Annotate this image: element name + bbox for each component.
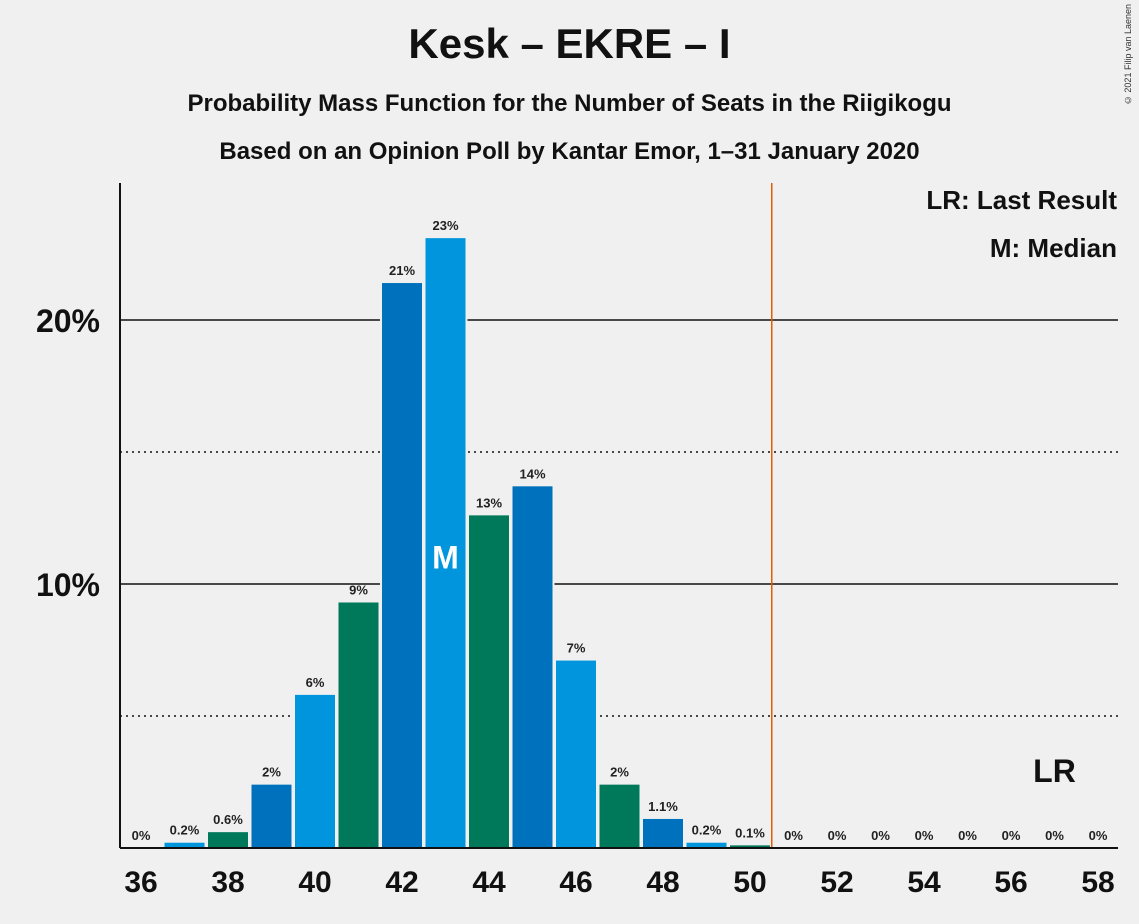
bar-seats-39: [251, 784, 292, 848]
x-tick-label: 36: [124, 866, 157, 899]
x-tick-label: 40: [298, 866, 331, 899]
bar-seats-37: [164, 842, 205, 848]
bar-seats-42: [382, 283, 422, 848]
bar-value-label: 13%: [476, 495, 502, 510]
median-marker: M: [432, 540, 459, 576]
bar-value-label: 7%: [567, 641, 586, 656]
bar-value-label: 2%: [262, 765, 281, 780]
bar-value-label: 0%: [784, 828, 803, 843]
bar-value-label: 1.1%: [648, 799, 678, 814]
legend-last-result: LR: Last Result: [926, 185, 1117, 215]
y-tick-label: 10%: [36, 567, 100, 603]
x-tick-label: 48: [646, 866, 679, 899]
bar-seats-43: [425, 238, 466, 848]
x-tick-label: 38: [211, 866, 244, 899]
bar-seats-49: [686, 842, 727, 848]
bar-value-label: 0.1%: [735, 825, 765, 840]
x-tick-label: 42: [385, 866, 418, 899]
bar-value-label: 0%: [958, 828, 977, 843]
bar-value-label: 21%: [389, 263, 415, 278]
bar-value-label: 0%: [1002, 828, 1021, 843]
x-tick-label: 52: [820, 866, 853, 899]
bar-seats-45: [512, 486, 553, 848]
chart-subtitle: Probability Mass Function for the Number…: [187, 90, 952, 117]
bar-value-label: 2%: [610, 765, 629, 780]
bar-seats-44: [469, 515, 509, 848]
bar-seats-50: [730, 845, 770, 848]
bar-seats-40: [295, 694, 335, 848]
bar-seats-48: [643, 818, 683, 848]
bar-value-label: 0%: [915, 828, 934, 843]
x-tick-label: 46: [559, 866, 592, 899]
bar-value-label: 14%: [519, 466, 545, 481]
bar-value-label: 0%: [132, 828, 151, 843]
x-tick-label: 50: [733, 866, 766, 899]
bar-value-label: 6%: [306, 675, 325, 690]
bar-value-label: 0%: [828, 828, 847, 843]
bar-seats-41: [338, 602, 379, 848]
bar-seats-46: [556, 660, 596, 848]
bar-seats-47: [599, 784, 640, 848]
legend-median: M: Median: [990, 233, 1117, 263]
bar-value-label: 0.2%: [170, 823, 200, 838]
bar-seats-38: [208, 832, 248, 848]
bar-value-label: 0%: [1045, 828, 1064, 843]
bar-value-label: 0.6%: [213, 812, 243, 827]
last-result-marker: LR: [1033, 753, 1076, 789]
y-tick-label: 20%: [36, 303, 100, 339]
bar-value-label: 0%: [871, 828, 890, 843]
chart-title: Kesk – EKRE – I: [408, 20, 731, 67]
bar-value-label: 0%: [1089, 828, 1108, 843]
x-tick-label: 44: [472, 866, 506, 899]
chart-subtitle-source: Based on an Opinion Poll by Kantar Emor,…: [219, 138, 920, 165]
x-tick-label: 56: [994, 866, 1027, 899]
bar-value-label: 9%: [349, 582, 368, 597]
bar-value-label: 23%: [432, 218, 458, 233]
x-tick-label: 58: [1081, 866, 1114, 899]
bar-value-label: 0.2%: [692, 823, 722, 838]
x-tick-label: 54: [907, 866, 941, 899]
